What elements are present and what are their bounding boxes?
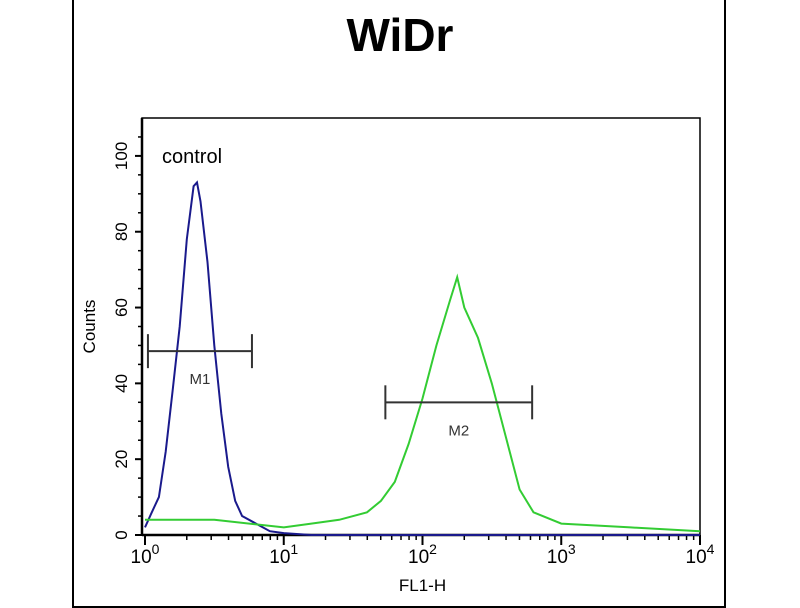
y-tick-label: 40 xyxy=(112,374,131,393)
x-axis-label: FL1-H xyxy=(399,576,446,595)
y-tick-label: 0 xyxy=(112,530,131,539)
x-tick-label: 100 xyxy=(131,541,160,568)
x-tick-label: 102 xyxy=(408,541,437,568)
y-tick-label: 80 xyxy=(112,222,131,241)
y-tick-label: 20 xyxy=(112,450,131,469)
x-tick-label: 104 xyxy=(686,541,715,568)
y-tick-label: 100 xyxy=(112,142,131,170)
series-line-sample xyxy=(145,273,701,533)
y-tick-label: 60 xyxy=(112,298,131,317)
control-label: control xyxy=(162,146,222,168)
chart-title: WiDr xyxy=(346,9,454,61)
series-line-control xyxy=(144,180,700,536)
x-tick-label: 101 xyxy=(269,541,298,568)
marker-label: M2 xyxy=(448,422,469,439)
marker-label: M1 xyxy=(190,371,211,388)
y-axis-label: Counts xyxy=(80,300,99,354)
plot-area xyxy=(141,117,701,536)
x-tick-label: 103 xyxy=(547,541,576,568)
